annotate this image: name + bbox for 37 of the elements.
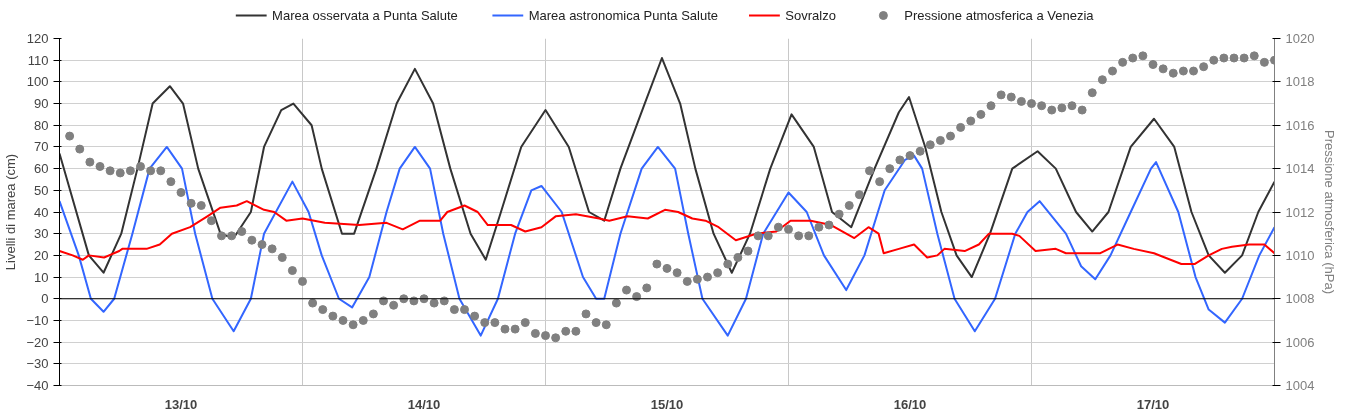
y2-tick-label: 1012 <box>1285 204 1315 220</box>
y-tick-label: 60 <box>34 161 49 177</box>
y-tick-label: −20 <box>26 334 49 350</box>
y-axis-title: Livelli di marea (cm) <box>3 153 19 271</box>
y2-tick-label: 1014 <box>1285 161 1315 177</box>
y-tick-label: −40 <box>26 378 49 393</box>
y-tick-label: −30 <box>26 356 49 372</box>
x-tick-label: 16/10 <box>893 396 927 412</box>
y-tick-label: 30 <box>34 226 49 242</box>
legend-label: Sovralzo <box>785 8 836 23</box>
y2-tick-label: 1006 <box>1285 334 1315 350</box>
y-tick-label: 40 <box>34 204 49 220</box>
y-tick-label: −10 <box>26 312 49 328</box>
legend-label: Marea osservata a Punta Salute <box>272 8 458 23</box>
y2-tick-label: 1004 <box>1285 378 1315 393</box>
y-tick-label: 90 <box>34 96 49 112</box>
y-tick-label: 80 <box>34 117 49 133</box>
legend-label: Pressione atmosferica a Venezia <box>904 8 1095 23</box>
y2-tick-label: 1008 <box>1285 291 1315 307</box>
y-tick-label: 70 <box>34 139 49 155</box>
y2-tick-label: 1016 <box>1285 117 1315 133</box>
y-tick-label: 120 <box>26 31 49 46</box>
y2-tick-label: 1018 <box>1285 74 1315 90</box>
y-tick-label: 20 <box>34 247 49 263</box>
y2-tick-label: 1010 <box>1285 247 1315 263</box>
x-tick-label: 15/10 <box>650 396 684 412</box>
x-tick-label: 17/10 <box>1136 396 1170 412</box>
y-tick-label: 0 <box>41 291 49 307</box>
x-tick-label: 13/10 <box>164 396 198 412</box>
y-tick-label: 100 <box>26 74 49 90</box>
y2-axis-title: Pressione atmosferica (hPa) <box>1322 129 1338 295</box>
y2-tick-label: 1020 <box>1285 31 1315 46</box>
x-tick-label: 14/10 <box>407 396 441 412</box>
y-tick-label: 50 <box>34 182 49 198</box>
legend-label: Marea astronomica Punta Salute <box>528 8 719 23</box>
y-tick-label: 10 <box>34 269 49 285</box>
y-tick-label: 110 <box>27 52 49 68</box>
